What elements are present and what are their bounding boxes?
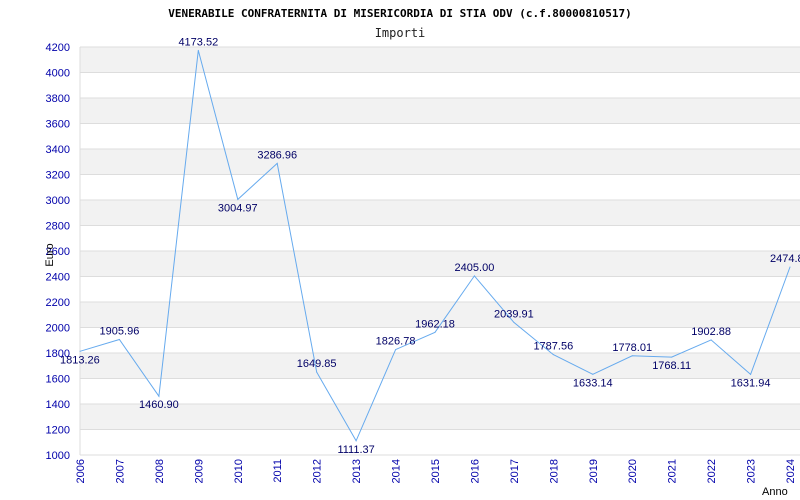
y-axis-label: Euro [44,243,56,266]
data-point [118,338,120,340]
grid-bands [80,47,800,430]
y-tick-label: 3400 [46,144,70,156]
x-axis-label: Anno [762,486,788,498]
data-point [671,356,673,358]
x-tick-label: 2010 [233,459,245,483]
x-tick-label: 2013 [351,459,363,483]
y-tick-label: 2400 [46,272,70,284]
data-label: 1649.85 [297,358,337,370]
data-point [395,349,397,351]
x-tick-label: 2009 [193,459,205,483]
x-tick-label: 2014 [391,459,403,483]
x-tick-label: 2020 [627,459,639,483]
x-tick-label: 2022 [706,459,718,483]
data-label: 2405.00 [455,262,495,274]
y-tick-label: 3600 [46,119,70,131]
data-label: 3286.96 [257,149,297,161]
grid-band [80,98,800,124]
data-label: 1826.78 [376,336,416,348]
grid-band [80,200,800,226]
x-tick-label: 2015 [430,459,442,483]
y-tick-label: 3800 [46,93,70,105]
x-tick-label: 2021 [667,459,679,483]
y-tick-label: 1600 [46,374,70,386]
data-point [631,355,633,357]
grid-band [80,47,800,73]
data-point [355,440,357,442]
y-tick-label: 2800 [46,221,70,233]
x-axis-ticks: 2006 2007 2008 2009 2010 2011 2012 2013 2014 2015… [75,459,797,483]
y-tick-label: 2600 [46,246,70,258]
data-label: 1905.96 [100,325,140,337]
y-tick-label: 1400 [46,399,70,411]
y-tick-label: 2000 [46,323,70,335]
data-point [237,198,239,200]
y-tick-label: 1800 [46,348,70,360]
x-tick-label: 2024 [785,459,797,483]
x-tick-label: 2017 [509,459,521,483]
x-tick-label: 2006 [75,459,87,483]
data-point [750,373,752,375]
x-tick-label: 2023 [746,459,758,483]
y-tick-label: 4000 [46,68,70,80]
x-tick-label: 2018 [548,459,560,483]
data-point [473,275,475,277]
data-point [316,371,318,373]
data-label: 2039.91 [494,308,534,320]
data-label: 1633.14 [573,377,613,389]
data-label: 2474.8 [770,253,800,265]
y-tick-label: 1000 [46,450,70,462]
x-tick-label: 2019 [588,459,600,483]
grid-band [80,353,800,379]
y-tick-label: 4200 [46,42,70,54]
data-point [710,339,712,341]
data-label: 1962.18 [415,318,455,330]
y-tick-label: 2200 [46,297,70,309]
grid-band [80,404,800,430]
y-tick-label: 1200 [46,425,70,437]
x-tick-label: 2012 [312,459,324,483]
x-tick-label: 2007 [114,459,126,483]
data-point [513,321,515,323]
x-tick-label: 2016 [469,459,481,483]
data-label: 1778.01 [612,342,652,354]
data-label: 3004.97 [218,202,258,214]
data-point [552,354,554,356]
data-label: 1631.94 [731,377,771,389]
data-label: 1460.90 [139,399,179,411]
data-label: 1111.37 [337,444,374,456]
data-point [276,162,278,164]
grid-band [80,302,800,328]
data-labels: 1813.26 1905.96 1460.90 4173.52 3004.97 3286.… [60,36,800,455]
data-point [434,331,436,333]
data-label: 1768.11 [652,360,691,372]
grid-lines [79,46,800,456]
data-label: 1902.88 [691,326,731,338]
y-tick-label: 3000 [46,195,70,207]
chart-title: VENERABILE CONFRATERNITA DI MISERICORDIA… [168,7,632,20]
data-label: 1813.26 [60,354,100,366]
data-point [158,395,160,397]
data-point [79,350,81,352]
y-tick-label: 3200 [46,170,70,182]
data-point [789,266,791,268]
data-label: 1787.56 [533,341,573,353]
grid-band [80,149,800,175]
chart-subtitle: Importi [375,26,426,40]
data-point [197,49,199,51]
x-tick-label: 2008 [154,459,166,483]
grid-band [80,251,800,277]
y-axis-ticks: 1000 1200 1400 1600 1800 2000 2200 2400 2600 2800… [46,42,70,462]
x-tick-label: 2011 [272,459,284,483]
data-label: 4173.52 [178,36,218,48]
data-point [592,373,594,375]
